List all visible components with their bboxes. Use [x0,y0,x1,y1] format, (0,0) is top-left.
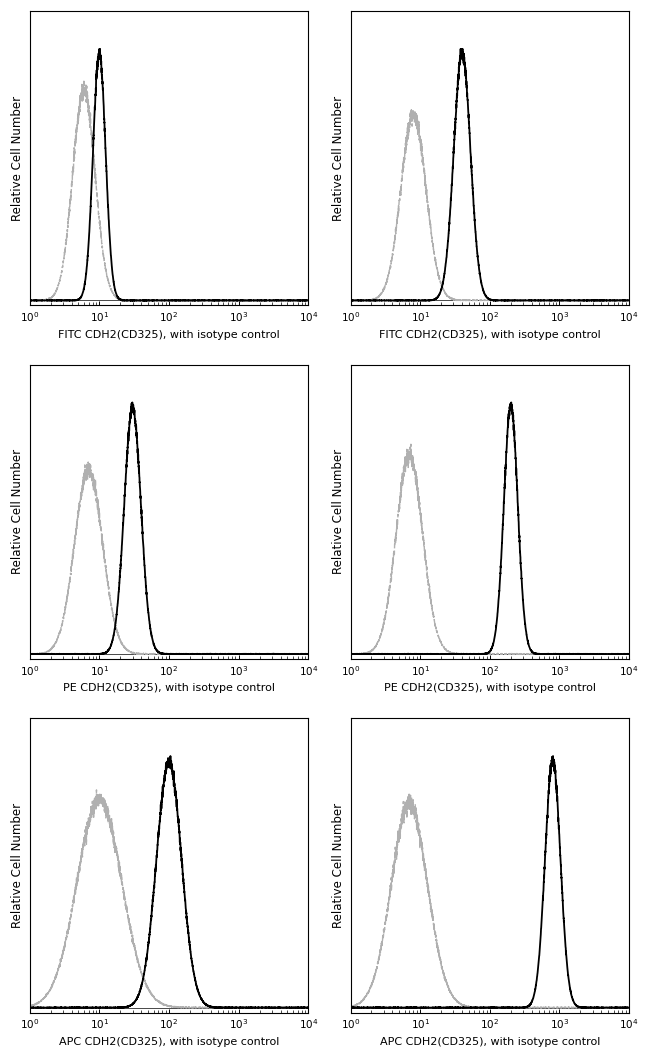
Y-axis label: Relative Cell Number: Relative Cell Number [332,450,345,574]
Y-axis label: Relative Cell Number: Relative Cell Number [11,803,24,928]
X-axis label: PE CDH2(CD325), with isotype control: PE CDH2(CD325), with isotype control [63,683,275,693]
X-axis label: FITC CDH2(CD325), with isotype control: FITC CDH2(CD325), with isotype control [58,330,280,340]
X-axis label: PE CDH2(CD325), with isotype control: PE CDH2(CD325), with isotype control [384,683,596,693]
Y-axis label: Relative Cell Number: Relative Cell Number [11,450,24,574]
Y-axis label: Relative Cell Number: Relative Cell Number [332,95,345,221]
Y-axis label: Relative Cell Number: Relative Cell Number [332,803,345,928]
Y-axis label: Relative Cell Number: Relative Cell Number [11,95,24,221]
X-axis label: APC CDH2(CD325), with isotype control: APC CDH2(CD325), with isotype control [380,1037,600,1046]
X-axis label: FITC CDH2(CD325), with isotype control: FITC CDH2(CD325), with isotype control [379,330,601,340]
X-axis label: APC CDH2(CD325), with isotype control: APC CDH2(CD325), with isotype control [58,1037,280,1046]
